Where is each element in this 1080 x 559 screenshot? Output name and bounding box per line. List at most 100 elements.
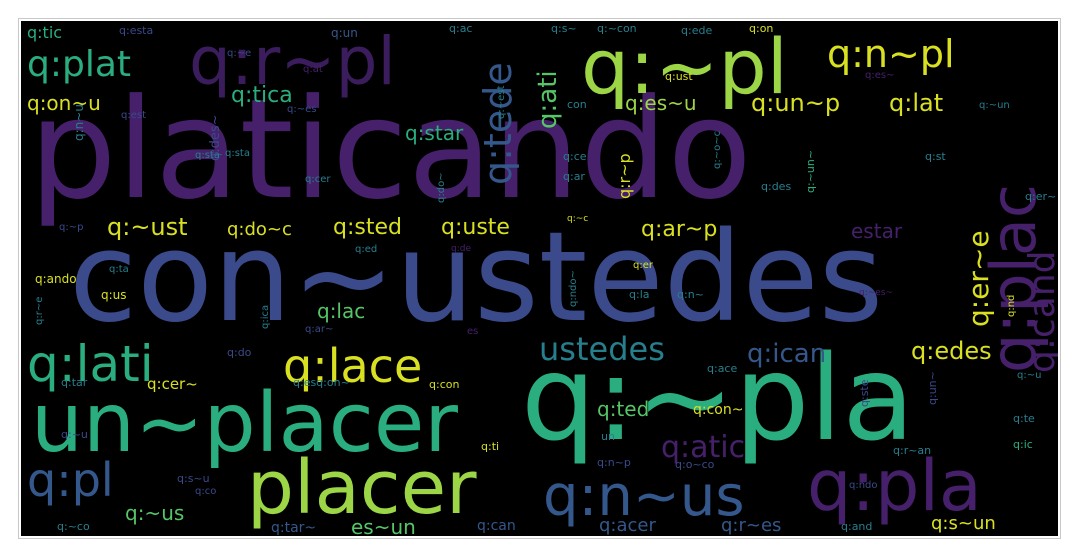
word-platicando: platicando [29, 69, 752, 230]
word-q-atic: q:atic [661, 430, 746, 465]
word-small: q:and [841, 520, 873, 533]
word-q-n-pl: q:n~pl [827, 32, 955, 76]
word-small: q:~u [1017, 370, 1042, 381]
word-small: q:un [331, 26, 358, 40]
word-q-uste: q:uste [441, 215, 510, 240]
word-q-ted: q:ted [597, 397, 650, 421]
word-q-lati: q:lati [27, 335, 154, 393]
word-small: q:es~ [865, 70, 895, 81]
word-small: q:ac [449, 22, 473, 35]
word-q-tic: q:tic [27, 23, 63, 42]
word-q-ar-p: q:ar~p [641, 217, 718, 242]
word-q-sted: q:sted [333, 215, 402, 240]
word-small: q:on [749, 22, 774, 35]
word-q-plat: q:plat [27, 44, 132, 85]
word-small: q:ce [563, 150, 587, 163]
word-q-on-u: q:on~u [27, 91, 101, 115]
word-small: q:nd [1006, 294, 1017, 317]
word-small: q:s~u [177, 472, 210, 485]
word-q-can: q:can [477, 518, 516, 534]
word-small: q:~co [57, 520, 90, 533]
word-q-cer: q:cer~ [147, 375, 198, 393]
word-small: q:ar [563, 170, 585, 183]
word-small: q:ti [481, 440, 500, 453]
word-small: q:ed [355, 244, 378, 255]
word-small: es [467, 326, 479, 337]
word-ustedes: ustedes [539, 330, 665, 368]
word-small: q:~es [287, 104, 317, 115]
word-small: q:r~e [34, 296, 45, 325]
word-estar: estar [851, 219, 903, 243]
word-es-un: es~un [351, 515, 416, 536]
word-q-es-u: q:es~u [625, 91, 697, 115]
word-small: q:ta [109, 264, 129, 275]
word-small: q:at [303, 64, 323, 75]
word-q-er-e: q:er~e [962, 230, 995, 327]
word-small: q:st [925, 150, 946, 163]
word-q-ust: q:~ust [107, 213, 188, 241]
word-small: q:~est [496, 85, 507, 119]
word-q-do-c: q:do~c [227, 219, 292, 240]
word-small: q:ic [1013, 438, 1033, 451]
word-q-r-pl: q:r~pl [189, 23, 396, 100]
word-small: q:esq:on~ [293, 376, 350, 389]
word-small: q:o~co [675, 458, 715, 471]
word-q-lat: q:lat [889, 89, 944, 117]
word-q-tar: q:tar~ [271, 520, 317, 536]
word-small: q:sta [225, 148, 250, 159]
word-q-con: q:con~ [693, 402, 744, 418]
word-small: q:do [227, 346, 252, 359]
word-q-pla-big: q:~pla [521, 329, 915, 467]
word-small: q:~es~ [859, 288, 894, 298]
word-small: q:~p [59, 222, 84, 233]
word-small: q:~un [979, 100, 1010, 111]
word-small: q:n~p [597, 456, 631, 469]
word-q-lace: q:lace [283, 339, 423, 393]
word-small: q:des [761, 180, 792, 193]
word-small: q:ar~ [305, 324, 334, 335]
word-small: q:ace [707, 362, 738, 375]
word-q-s-un: q:s~un [931, 513, 996, 534]
word-small: q:~con [597, 22, 637, 35]
word-un-placer: un~placer [31, 376, 458, 471]
word-q-ican: q:ican [747, 339, 827, 369]
word-q-r-es: q:r~es [721, 515, 782, 536]
word-small: q:sta [195, 150, 220, 161]
word-q-tica: q:tica [231, 83, 293, 108]
word-small: q:ust [665, 70, 693, 83]
word-q-ati: q:ati [533, 70, 563, 129]
word-small: q:esta [119, 24, 154, 37]
word-small: q:ando [35, 272, 77, 286]
word-small: q:ede [681, 24, 713, 37]
word-small: q:la [629, 288, 650, 301]
word-small: q:tar [61, 376, 88, 389]
word-small: con [567, 98, 587, 111]
word-small: q:un~ [926, 371, 939, 405]
word-small: q:~u [61, 428, 88, 441]
word-small: q:~o~c [712, 130, 723, 169]
word-q-n-us: q:n~us [543, 464, 745, 529]
word-small: un [601, 430, 615, 443]
word-small: q:ndo [849, 480, 878, 491]
word-q-pl: q:pl [27, 453, 114, 507]
word-q-lac: q:lac [317, 299, 366, 323]
word-small: q:con [429, 378, 460, 391]
word-small: q:r~an [893, 444, 932, 457]
word-small: q:s~ [551, 22, 577, 35]
word-q-edes: q:edes [911, 337, 992, 365]
word-q-pl-top: q:~pl [581, 22, 788, 111]
word-small: q:n~ [677, 288, 704, 301]
word-small: q:us [101, 288, 127, 302]
wordcloud-canvas: platicando con~ustedes q:~pla un~placer … [21, 21, 1058, 536]
word-small: q:de [451, 244, 471, 254]
word-q-cand: q:cand [1022, 250, 1058, 373]
word-small: q:~e [227, 48, 252, 59]
word-placer: placer [247, 445, 477, 531]
word-small: q:~c [567, 214, 589, 224]
word-small: q:ica [260, 304, 271, 329]
word-small: q:er [633, 260, 653, 271]
word-small: q:ste [858, 379, 871, 408]
word-small: q:do~ [436, 172, 447, 203]
word-q-tede: q:tede [476, 62, 520, 185]
word-small: q:er~ [1025, 190, 1057, 203]
